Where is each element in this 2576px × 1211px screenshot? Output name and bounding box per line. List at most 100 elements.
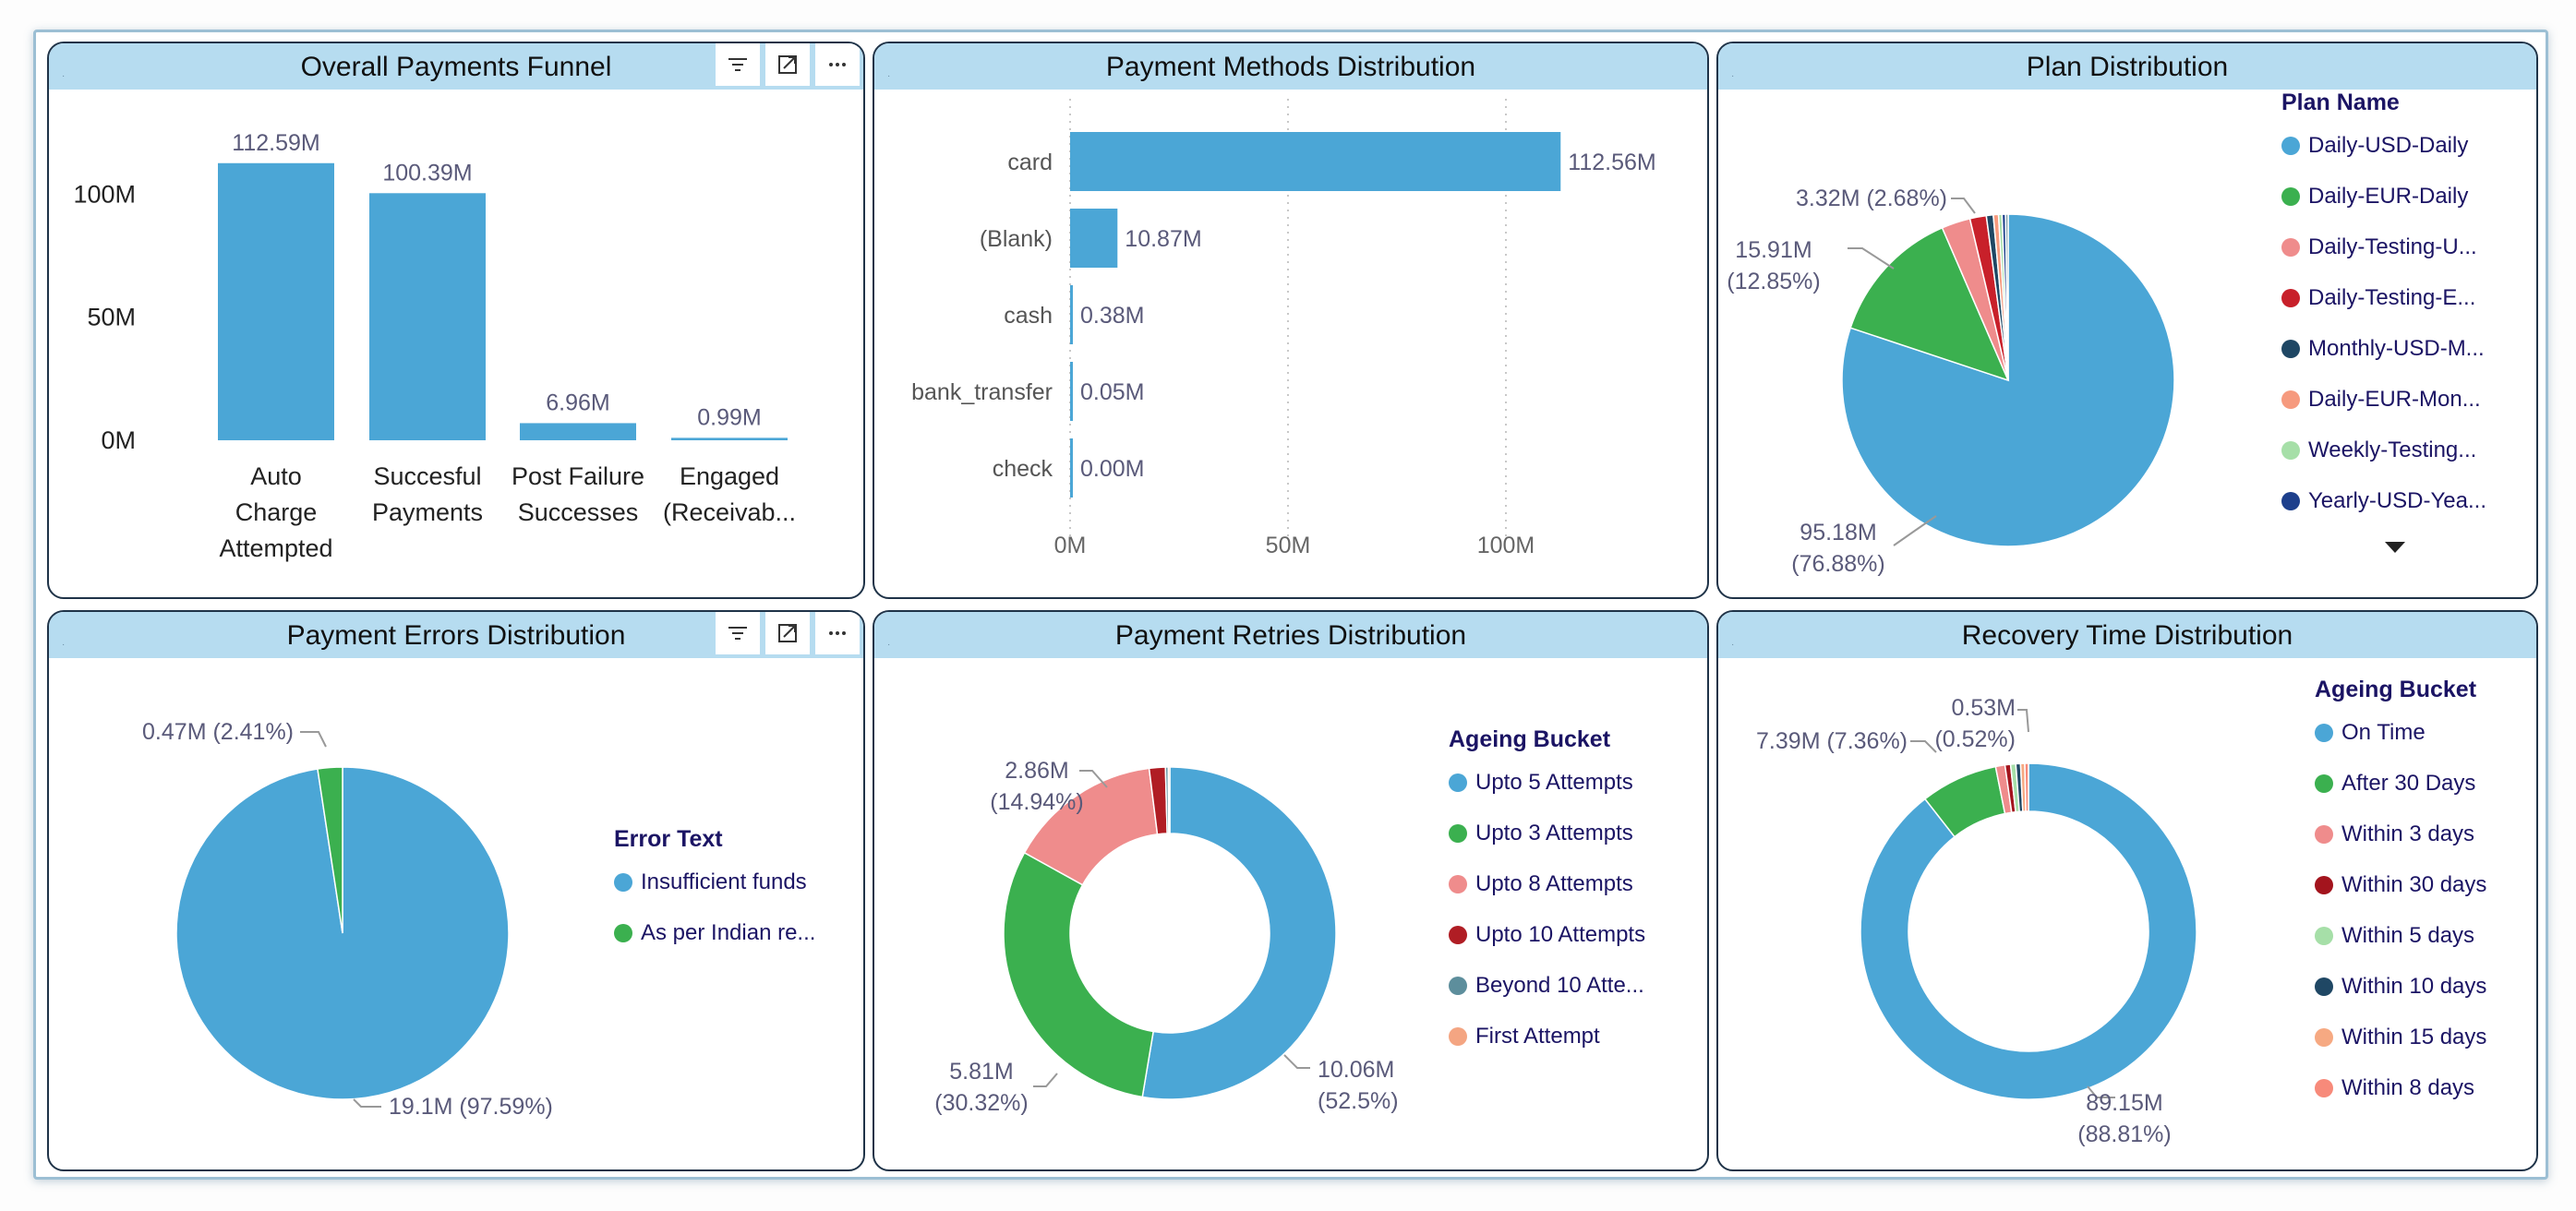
x-tick-label: 100M — [1477, 533, 1535, 558]
legend-item[interactable]: Within 15 days — [2315, 1012, 2486, 1062]
legend-item[interactable]: Insufficient funds — [614, 857, 815, 907]
data-label: 7.39M (7.36%) — [1756, 728, 1908, 754]
chart-legend: Error Text Insufficient funds As per Indi… — [614, 826, 815, 958]
legend-item[interactable]: Daily-EUR-Mon... — [2281, 374, 2486, 425]
leader-line — [1033, 1073, 1058, 1087]
legend-item[interactable]: On Time — [2315, 707, 2486, 758]
legend-marker-icon — [2281, 186, 2300, 206]
data-label: 0.00M — [1080, 456, 1144, 482]
payment-errors-visual[interactable]: · Payment Errors Distribution 19.1M (97.… — [47, 610, 865, 1171]
legend-item[interactable]: First Attempt — [1449, 1011, 1645, 1061]
funnel-chart-visual[interactable]: · Overall Payments Funnel 0M 50M 100M 112.5… — [47, 42, 865, 599]
legend-item[interactable]: Within 30 days — [2315, 859, 2486, 910]
leader-line — [1951, 198, 1976, 214]
more-options-icon[interactable] — [815, 43, 860, 86]
legend-item[interactable]: Monthly-USD-M... — [2281, 323, 2486, 374]
pie-slice — [1167, 766, 1171, 834]
x-tick-label: Successes — [518, 498, 639, 526]
legend-marker-icon — [2281, 136, 2300, 155]
bar — [1070, 362, 1073, 421]
focus-mode-icon[interactable] — [765, 43, 810, 86]
y-tick-label: check — [993, 456, 1053, 482]
visual-title: Payment Methods Distribution — [1105, 52, 1476, 82]
pie-slice — [2024, 762, 2029, 812]
legend-marker-icon — [1449, 976, 1467, 995]
legend-label: As per Indian re... — [641, 919, 816, 945]
legend-label: Upto 10 Attempts — [1475, 921, 1646, 947]
legend-label: Within 3 days — [2341, 821, 2475, 846]
legend-item[interactable]: Within 10 days — [2315, 961, 2486, 1012]
legend-marker-icon — [2315, 926, 2333, 945]
legend-label: After 30 Days — [2341, 770, 2476, 796]
legend-item[interactable]: Within 3 days — [2315, 809, 2486, 859]
legend-marker-icon — [614, 872, 632, 892]
plan-distribution-visual[interactable]: · Plan Distribution 95.18M (76.88%) 15.91M… — [1716, 42, 2538, 599]
data-label: (30.32%) — [934, 1090, 1028, 1116]
chart-legend: Ageing Bucket On Time After 30 Days Within… — [2315, 677, 2486, 1113]
legend-label: Daily-EUR-Daily — [2308, 183, 2469, 209]
visual-title: Payment Retries Distribution — [1114, 620, 1467, 651]
legend-item[interactable]: Daily-Testing-U... — [2281, 222, 2486, 272]
legend-marker-icon — [2281, 339, 2300, 358]
x-tick-label: Payments — [372, 498, 483, 526]
data-label: 0.53M — [1952, 695, 2016, 721]
legend-item[interactable]: Daily-USD-Daily — [2281, 120, 2486, 171]
y-tick-label: bank_transfer — [911, 379, 1053, 405]
legend-marker-icon — [2281, 390, 2300, 409]
filter-icon[interactable] — [716, 612, 760, 654]
pie-slice — [1141, 766, 1337, 1100]
legend-label: Upto 3 Attempts — [1475, 820, 1633, 845]
legend-marker-icon — [2315, 1078, 2333, 1097]
pie-slice — [1003, 851, 1155, 1098]
focus-mode-icon[interactable] — [765, 612, 810, 654]
visual-title: Recovery Time Distribution — [1961, 620, 2293, 651]
visual-toolbar — [716, 612, 863, 654]
legend-item[interactable]: Upto 10 Attempts — [1449, 909, 1645, 960]
legend-marker-icon — [2281, 440, 2300, 460]
payment-methods-chart-visual[interactable]: · Payment Methods Distribution 0M 50M 100M… — [873, 42, 1709, 599]
legend-label: Daily-EUR-Mon... — [2308, 386, 2481, 412]
leader-line — [2017, 709, 2029, 733]
filter-icon[interactable] — [716, 43, 760, 86]
legend-item[interactable]: Daily-EUR-Daily — [2281, 171, 2486, 222]
legend-item[interactable]: Upto 5 Attempts — [1449, 757, 1645, 808]
legend-marker-icon — [1449, 1026, 1467, 1046]
legend-item[interactable]: As per Indian re... — [614, 907, 815, 958]
y-tick-label: (Blank) — [980, 226, 1053, 252]
bar — [671, 438, 788, 440]
legend-item[interactable]: Upto 8 Attempts — [1449, 858, 1645, 909]
legend-label: Monthly-USD-M... — [2308, 335, 2485, 361]
legend-item[interactable]: Yearly-USD-Yea... — [2281, 475, 2486, 526]
leader-line — [1848, 247, 1895, 270]
legend-item[interactable]: Weekly-Testing... — [2281, 425, 2486, 475]
recovery-time-visual[interactable]: · Recovery Time Distribution 89.15M (88.8… — [1716, 610, 2538, 1171]
legend-item[interactable]: Upto 3 Attempts — [1449, 808, 1645, 858]
data-label: 5.81M — [949, 1059, 1013, 1085]
y-tick-label: 100M — [73, 180, 136, 208]
legend-item[interactable]: Beyond 10 Atte... — [1449, 960, 1645, 1011]
recovery-time-donut-chart: 89.15M (88.81%) 7.39M (7.36%) 0.53M (0.52%) — [1756, 695, 2197, 1147]
data-label: 0.47M (2.41%) — [142, 719, 294, 745]
legend-item[interactable]: After 30 Days — [2315, 758, 2486, 809]
more-options-icon[interactable] — [815, 612, 860, 654]
legend-label: Within 8 days — [2341, 1074, 2475, 1100]
legend-item[interactable]: Within 5 days — [2315, 910, 2486, 961]
legend-label: First Attempt — [1475, 1023, 1600, 1049]
data-label: 2.86M — [1005, 758, 1068, 784]
payment-retries-visual[interactable]: · Payment Retries Distribution 10.06M (52… — [873, 610, 1709, 1171]
legend-marker-icon — [2315, 824, 2333, 844]
legend-label: Daily-Testing-U... — [2308, 234, 2477, 259]
legend-title: Error Text — [614, 826, 723, 852]
y-tick-label: card — [1007, 150, 1053, 175]
legend-item[interactable]: Within 8 days — [2315, 1062, 2486, 1113]
legend-marker-icon — [2315, 875, 2333, 894]
bar — [1070, 285, 1073, 344]
leader-line — [353, 1098, 381, 1108]
legend-item[interactable]: Daily-Testing-E... — [2281, 272, 2486, 323]
legend-scroll-down-icon[interactable] — [2385, 542, 2405, 555]
visual-title: Plan Distribution — [2026, 52, 2229, 82]
leader-line — [300, 731, 327, 748]
data-label: 19.1M (97.59%) — [389, 1094, 553, 1120]
legend-marker-icon — [2281, 237, 2300, 257]
visual-header — [1718, 612, 2536, 658]
